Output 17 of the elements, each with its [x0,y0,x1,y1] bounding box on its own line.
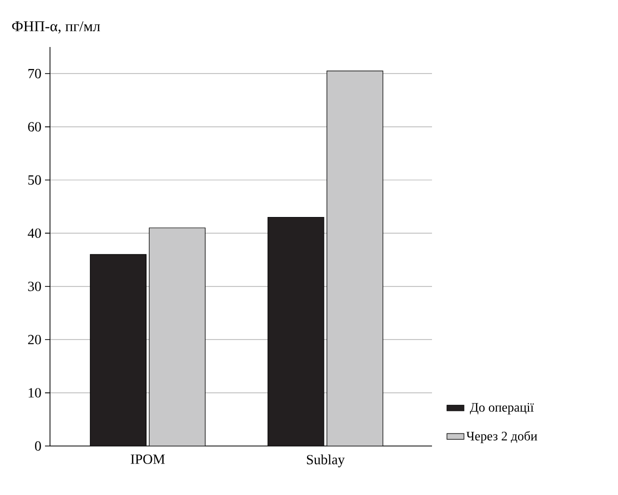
y-tick-label: 60 [28,122,41,132]
bar [326,70,384,446]
y-tick-label: 40 [28,228,41,238]
bar [90,254,147,446]
y-tick-label: 70 [28,68,41,78]
y-tick-label: 50 [28,175,41,185]
bar [148,228,206,446]
x-tick-label: IPOM [130,454,165,464]
y-tick-label: 20 [28,334,41,344]
y-tick-label: 0 [35,441,41,451]
y-axis-title: ФНП-α, пг/мл [12,21,100,34]
y-tick-label: 10 [28,388,41,398]
legend-label: Через 2 доби [466,431,538,444]
y-tick-label: 30 [28,282,41,292]
legend-label: До операції [470,402,534,414]
x-tick-label: Sublay [306,454,345,468]
bar [268,216,324,446]
